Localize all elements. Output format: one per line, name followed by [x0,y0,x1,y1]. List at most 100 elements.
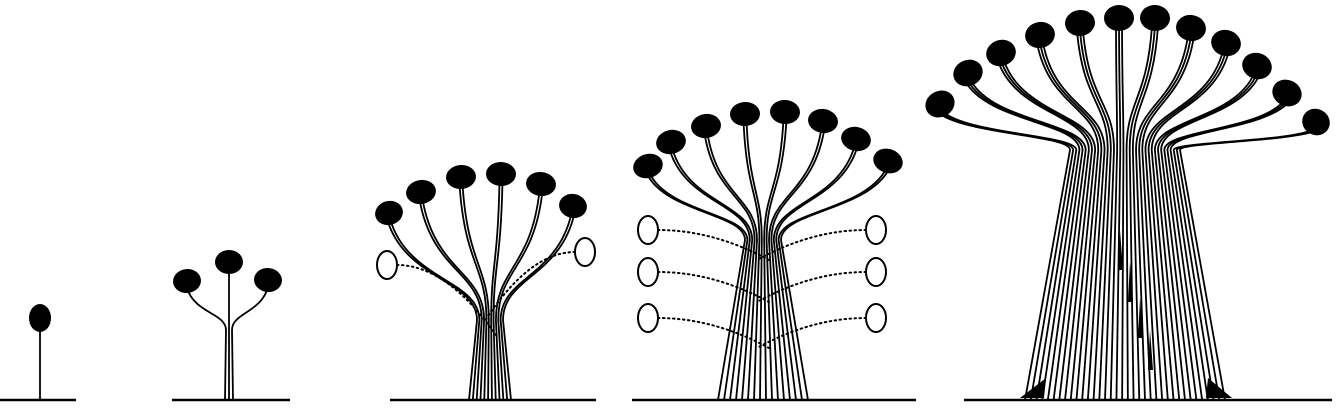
leaf [1065,9,1095,37]
dotted-connector [657,271,770,303]
branch [1144,50,1224,401]
branch [970,80,1087,401]
branch [1147,50,1227,401]
branch [964,80,1081,401]
leaf [446,164,476,190]
branch [1141,35,1195,401]
branch [668,148,751,401]
dormant-leaf [865,215,887,245]
branch [418,199,483,401]
leaf [254,267,282,293]
branch [997,60,1090,401]
dormant-leaf [865,257,887,287]
dormant-leaf [865,303,887,333]
leaf [486,161,516,187]
branch [648,172,749,401]
branch [1157,73,1258,401]
branch [967,80,1084,401]
dormant-leaf [574,237,596,267]
leaf [173,268,201,294]
leaf [808,108,838,134]
branch [186,287,227,401]
branch [1039,42,1103,401]
branch [499,213,573,401]
branch [1000,60,1093,401]
branch [1153,73,1255,401]
branch [763,119,785,401]
dotted-connector [396,264,497,336]
branch [1125,25,1153,401]
leaf [730,101,760,127]
leaf [841,126,871,152]
leaf [215,250,243,274]
branch [1036,42,1100,401]
leaf [953,59,983,87]
branch [1135,35,1189,401]
branch [772,145,856,401]
branch [645,172,746,401]
dormant-leaf [637,303,659,333]
branch [231,286,269,401]
branch [1082,30,1115,401]
dormant-leaf [637,257,659,287]
branch [386,219,478,401]
trunk-scar [1118,230,1123,270]
dotted-connector [756,271,867,303]
leaf [375,200,403,226]
root-buttress [1020,378,1046,398]
branch [1172,128,1314,401]
leaf [29,304,51,332]
leaf [1140,4,1170,32]
branch [1169,100,1291,401]
leaf [925,90,955,118]
branch [502,213,576,401]
leaf [986,39,1016,67]
leaf [526,171,556,197]
branch [1175,128,1317,401]
leaf [1104,4,1134,32]
leaf [1302,108,1330,136]
branch [495,191,541,401]
branch [1003,60,1097,401]
branch [1121,25,1125,401]
trunk-scar [1148,330,1153,370]
branch [458,184,488,401]
branch [1076,30,1109,401]
leaf [1272,79,1302,107]
leaf [656,129,686,155]
branch [765,119,788,401]
branch [1109,25,1119,401]
branch [492,181,504,401]
branch [1128,25,1156,401]
branch [775,145,859,401]
branch [745,121,763,401]
branch [1150,50,1230,401]
trunk-scar [1128,262,1133,302]
dotted-connector [483,251,576,323]
leaf [1176,14,1206,42]
branch [461,184,490,401]
leaf [1025,21,1055,49]
branch [742,121,761,401]
leaf [691,113,721,139]
leaf [873,148,903,174]
dotted-connector [756,317,867,349]
branch [1179,128,1320,401]
branch [703,133,756,401]
leaf [1211,29,1241,57]
branch [1160,73,1261,401]
dotted-connector [756,229,867,261]
leaf [770,99,800,125]
branch [1042,42,1106,401]
branch [497,191,544,401]
leaf [559,193,587,219]
leaf [1242,52,1272,80]
branch [389,219,481,401]
branch [777,167,888,401]
dotted-connector [657,229,770,261]
branch [770,128,826,401]
leaf [633,153,663,179]
branch [768,128,823,401]
leaf [406,179,436,205]
